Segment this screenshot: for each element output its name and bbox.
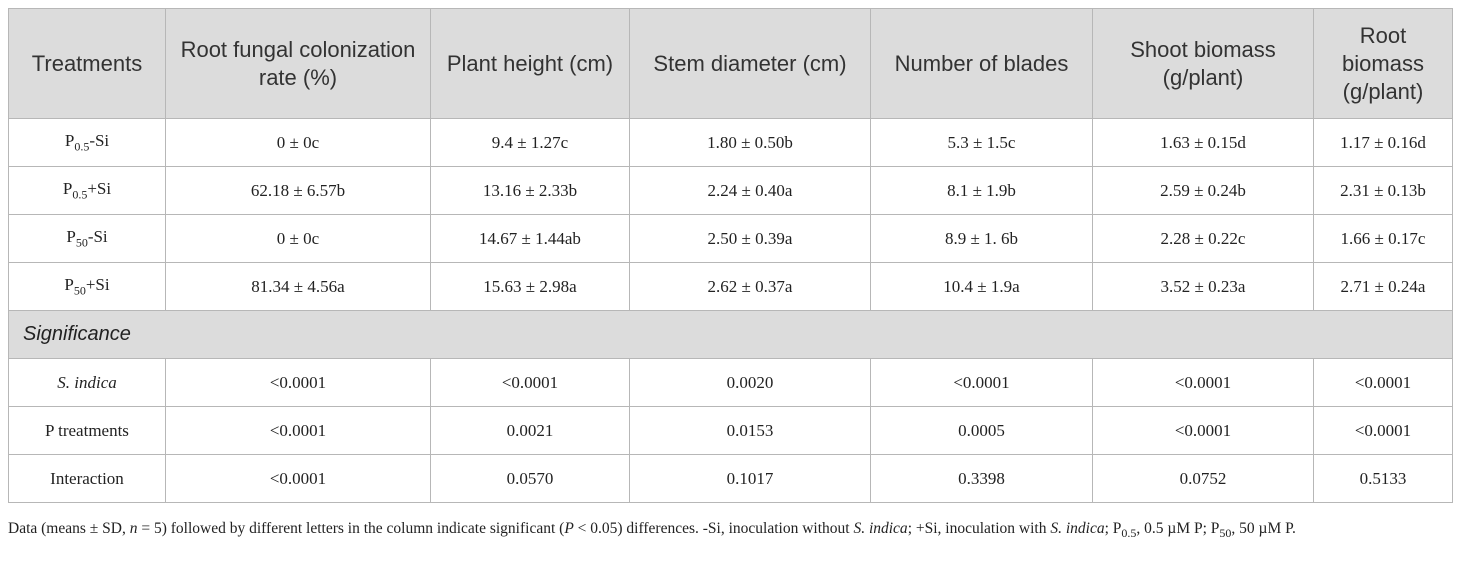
cell-text: P (62, 178, 73, 198)
footnote-text: < 0.05) differences. -Si, inoculation wi… (573, 520, 854, 537)
data-row: P0.5+Si 62.18 ± 6.57b 13.16 ± 2.33b 2.24 ± … (8, 166, 1453, 215)
cell: 1.66 ± 0.17c (1313, 214, 1453, 263)
cell: 0.0570 (430, 454, 630, 503)
significance-row: S. indica <0.0001 <0.0001 0.0020 <0.0001 <0.0… (8, 358, 1453, 407)
cell: 10.4 ± 1.9a (870, 262, 1093, 311)
cell: 0 ± 0c (165, 118, 431, 167)
cell: 2.62 ± 0.37a (629, 262, 871, 311)
cell-text: -Si (87, 226, 108, 246)
cell: 81.34 ± 4.56a (165, 262, 431, 311)
data-row: P0.5-Si 0 ± 0c 9.4 ± 1.27c 1.80 ± 0.50b 5.3 … (8, 118, 1453, 167)
cell: <0.0001 (430, 358, 630, 407)
cell: 1.63 ± 0.15d (1092, 118, 1314, 167)
header-cell: Plant height (cm) (430, 8, 630, 119)
cell: 8.9 ± 1. 6b (870, 214, 1093, 263)
footnote-text: P (564, 520, 574, 537)
cell: 0 ± 0c (165, 214, 431, 263)
header-cell: Root biomass (g/plant) (1313, 8, 1453, 119)
cell: <0.0001 (1092, 406, 1314, 455)
cell-subscript: 50 (75, 235, 88, 250)
cell-text: -Si (89, 130, 110, 150)
significance-row: P treatments <0.0001 0.0021 0.0153 0.0005 <0.… (8, 406, 1453, 455)
cell: 2.71 ± 0.24a (1313, 262, 1453, 311)
cell: 2.59 ± 0.24b (1092, 166, 1314, 215)
cell: P50-Si (8, 214, 166, 263)
cell-text: +Si (87, 178, 112, 198)
cell: <0.0001 (165, 406, 431, 455)
cell: <0.0001 (165, 454, 431, 503)
footnote-text: ; +Si, inoculation with (907, 520, 1051, 537)
cell-subscript: 50 (73, 283, 86, 298)
cell: P0.5-Si (8, 118, 166, 167)
cell: 1.80 ± 0.50b (629, 118, 871, 167)
section-row: Significance (8, 310, 1453, 359)
cell: <0.0001 (870, 358, 1093, 407)
header-cell: Stem diameter (cm) (629, 8, 871, 119)
cell: 0.1017 (629, 454, 871, 503)
significance-row: Interaction <0.0001 0.0570 0.1017 0.3398 0.07… (8, 454, 1453, 503)
cell: 2.31 ± 0.13b (1313, 166, 1453, 215)
cell: 8.1 ± 1.9b (870, 166, 1093, 215)
cell-text: P (64, 130, 75, 150)
cell: 0.0021 (430, 406, 630, 455)
table-wrap: Treatments Root fungal colonization rate … (8, 8, 1453, 503)
cell: 2.24 ± 0.40a (629, 166, 871, 215)
cell: P50+Si (8, 262, 166, 311)
footnote-text: , 0.5 µM P; P (1136, 520, 1220, 537)
cell-subscript: 0.5 (72, 187, 88, 202)
cell: 0.0005 (870, 406, 1093, 455)
data-row: P50+Si 81.34 ± 4.56a 15.63 ± 2.98a 2.62 ± 0… (8, 262, 1453, 311)
footnote-text: S. indica (853, 520, 908, 537)
cell-text: P (64, 274, 74, 294)
cell: 15.63 ± 2.98a (430, 262, 630, 311)
header-row: Treatments Root fungal colonization rate … (8, 8, 1453, 119)
footnote-text: Data (means ± SD, (8, 520, 130, 537)
table: Treatments Root fungal colonization rate … (8, 8, 1453, 503)
footnote-text: 0.5 (1121, 526, 1137, 541)
cell-text: P (66, 226, 76, 246)
section-label: Significance (8, 310, 1453, 359)
footnote-text: 50 (1219, 526, 1232, 541)
cell: 3.52 ± 0.23a (1092, 262, 1314, 311)
cell-subscript: 0.5 (74, 139, 90, 154)
footnote-text: , 50 µM P. (1231, 520, 1296, 537)
header-cell: Number of blades (870, 8, 1093, 119)
cell: 2.50 ± 0.39a (629, 214, 871, 263)
cell: P0.5+Si (8, 166, 166, 215)
cell-text: +Si (85, 274, 110, 294)
cell: S. indica (8, 358, 166, 407)
cell: 5.3 ± 1.5c (870, 118, 1093, 167)
cell: 13.16 ± 2.33b (430, 166, 630, 215)
cell: 0.0752 (1092, 454, 1314, 503)
footnote-text: n (129, 520, 138, 537)
cell: <0.0001 (1092, 358, 1314, 407)
cell: Interaction (8, 454, 166, 503)
cell: <0.0001 (1313, 358, 1453, 407)
header-cell: Root fungal colonization rate (%) (165, 8, 431, 119)
cell: 0.5133 (1313, 454, 1453, 503)
cell: 9.4 ± 1.27c (430, 118, 630, 167)
cell: 62.18 ± 6.57b (165, 166, 431, 215)
footnote: Data (means ± SD, n = 5) followed by dif… (8, 516, 1452, 546)
cell: 0.3398 (870, 454, 1093, 503)
footnote-text: S. indica (1050, 520, 1105, 537)
cell: 0.0153 (629, 406, 871, 455)
footnote-text: ; P (1104, 520, 1122, 537)
cell: 1.17 ± 0.16d (1313, 118, 1453, 167)
cell: P treatments (8, 406, 166, 455)
header-cell: Treatments (8, 8, 166, 119)
cell: <0.0001 (1313, 406, 1453, 455)
data-row: P50-Si 0 ± 0c 14.67 ± 1.44ab 2.50 ± 0.39a 8.… (8, 214, 1453, 263)
header-cell: Shoot biomass (g/plant) (1092, 8, 1314, 119)
footnote-text: = 5) followed by different letters in th… (137, 520, 565, 537)
cell: 0.0020 (629, 358, 871, 407)
cell: 14.67 ± 1.44ab (430, 214, 630, 263)
table-body: P0.5-Si 0 ± 0c 9.4 ± 1.27c 1.80 ± 0.50b 5.3 … (8, 118, 1453, 503)
cell: 2.28 ± 0.22c (1092, 214, 1314, 263)
cell: <0.0001 (165, 358, 431, 407)
